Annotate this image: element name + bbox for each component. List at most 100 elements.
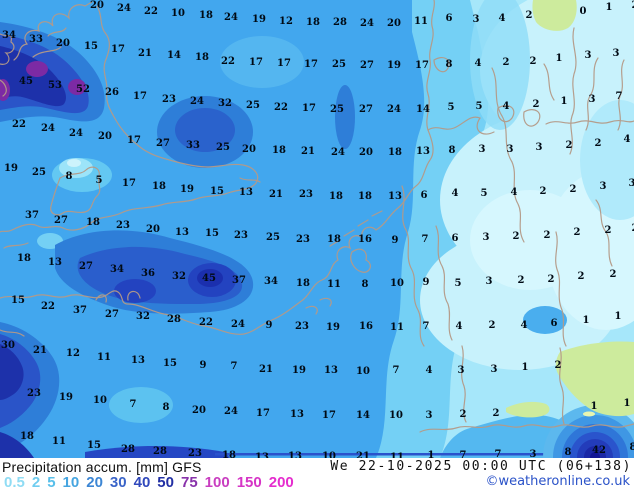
precip-value: 3 xyxy=(482,232,490,243)
precip-value: 25 xyxy=(332,59,346,70)
precip-value: 24 xyxy=(190,96,204,107)
precip-value: 17 xyxy=(122,178,136,189)
precip-value: 17 xyxy=(304,59,318,70)
precip-value: 24 xyxy=(387,104,401,115)
precip-value: 4 xyxy=(498,13,506,24)
precip-value: 4 xyxy=(425,365,433,376)
precip-value: 18 xyxy=(388,147,402,158)
precip-value: 8 xyxy=(629,442,634,453)
map-canvas[interactable]: 2024221018241912182824201163420123433201… xyxy=(0,0,634,458)
precip-value: 2 xyxy=(543,230,551,241)
precip-value: 7 xyxy=(615,91,623,102)
precip-value: 21 xyxy=(269,189,283,200)
precip-value: 25 xyxy=(216,142,230,153)
map-svg xyxy=(0,0,634,458)
precip-value: 3 xyxy=(529,449,537,459)
precip-value: 1 xyxy=(590,401,598,412)
legend-scale: 0.5 2 5 10 20 30 40 50 75 100 150 200 xyxy=(4,474,294,490)
precip-value: 2 xyxy=(594,138,602,149)
precip-value: 18 xyxy=(152,181,166,192)
precip-value: 24 xyxy=(331,147,345,158)
copyright-link[interactable]: ©weatheronline.co.uk xyxy=(485,474,630,489)
precip-value: 25 xyxy=(32,167,46,178)
precip-value: 23 xyxy=(295,321,309,332)
precip-value: 6 xyxy=(420,190,428,201)
precip-value: 19 xyxy=(252,14,266,25)
precip-value: 2 xyxy=(554,360,562,371)
precip-value: 8 xyxy=(564,447,572,458)
precip-value: 24 xyxy=(69,128,83,139)
precip-value: 32 xyxy=(218,98,232,109)
precip-value: 2 xyxy=(632,1,634,11)
precip-value: 18 xyxy=(296,278,310,289)
precip-value: 27 xyxy=(105,309,119,320)
precip-value: 17 xyxy=(302,103,316,114)
precip-value: 34 xyxy=(264,276,278,287)
precip-value: 3 xyxy=(490,364,498,375)
precip-value: 27 xyxy=(79,261,93,272)
precip-value: 3 xyxy=(472,14,480,25)
precip-value: 15 xyxy=(11,295,25,306)
legend-value: 40 xyxy=(133,474,151,490)
precip-value: 18 xyxy=(272,145,286,156)
precip-value: 8 xyxy=(65,171,73,182)
precip-value: 22 xyxy=(144,6,158,17)
precip-value: 15 xyxy=(210,186,224,197)
precip-value: 25 xyxy=(330,104,344,115)
precip-value: 23 xyxy=(234,230,248,241)
precip-value: 1 xyxy=(521,362,529,373)
precip-value: 22 xyxy=(221,56,235,67)
precip-value: 3 xyxy=(478,144,486,155)
precip-value: 18 xyxy=(20,431,34,442)
precip-value: 2 xyxy=(525,10,533,21)
precip-value: 11 xyxy=(52,436,66,447)
precip-value: 7 xyxy=(422,321,430,332)
precip-field xyxy=(0,0,634,458)
precip-value: 18 xyxy=(222,450,236,459)
precip-value: 20 xyxy=(146,224,160,235)
precip-value: 17 xyxy=(127,135,141,146)
precip-value: 2 xyxy=(569,184,577,195)
precip-value: 10 xyxy=(322,451,336,459)
precip-value: 7 xyxy=(230,361,238,372)
precip-value: 21 xyxy=(138,48,152,59)
precip-value: 19 xyxy=(180,184,194,195)
precip-value: 13 xyxy=(290,409,304,420)
precip-value: 4 xyxy=(451,188,459,199)
precip-value: 11 xyxy=(97,352,111,363)
precip-value: 19 xyxy=(326,322,340,333)
precip-value: 4 xyxy=(520,320,528,331)
precip-value: 28 xyxy=(167,314,181,325)
precip-value: 22 xyxy=(12,119,26,130)
precip-value: 27 xyxy=(54,215,68,226)
precip-value: 27 xyxy=(156,138,170,149)
precip-value: 23 xyxy=(188,448,202,459)
precip-value: 1 xyxy=(605,2,613,13)
precip-value: 11 xyxy=(327,279,341,290)
precip-value: 1 xyxy=(555,53,563,64)
precip-value: 17 xyxy=(277,58,291,69)
precip-value: 13 xyxy=(416,146,430,157)
precip-value: 18 xyxy=(329,191,343,202)
legend-value: 200 xyxy=(268,474,294,490)
precip-value: 14 xyxy=(167,50,181,61)
precip-value: 4 xyxy=(623,134,631,145)
precip-value: 15 xyxy=(205,228,219,239)
precip-value: 24 xyxy=(360,18,374,29)
precip-value: 21 xyxy=(33,345,47,356)
precip-value: 18 xyxy=(327,234,341,245)
precip-value: 10 xyxy=(356,366,370,377)
precip-value: 7 xyxy=(494,449,502,459)
precip-value: 4 xyxy=(474,58,482,69)
coastline-paths xyxy=(0,0,634,433)
precip-value: 28 xyxy=(333,17,347,28)
precip-value: 52 xyxy=(76,84,90,95)
precip-value: 23 xyxy=(296,234,310,245)
precip-value: 3 xyxy=(584,50,592,61)
precip-value: 11 xyxy=(414,16,428,27)
precip-value: 1 xyxy=(614,311,622,322)
precip-value: 2 xyxy=(512,231,520,242)
precip-value: 27 xyxy=(360,60,374,71)
precip-value: 19 xyxy=(387,60,401,71)
precip-value: 18 xyxy=(86,217,100,228)
